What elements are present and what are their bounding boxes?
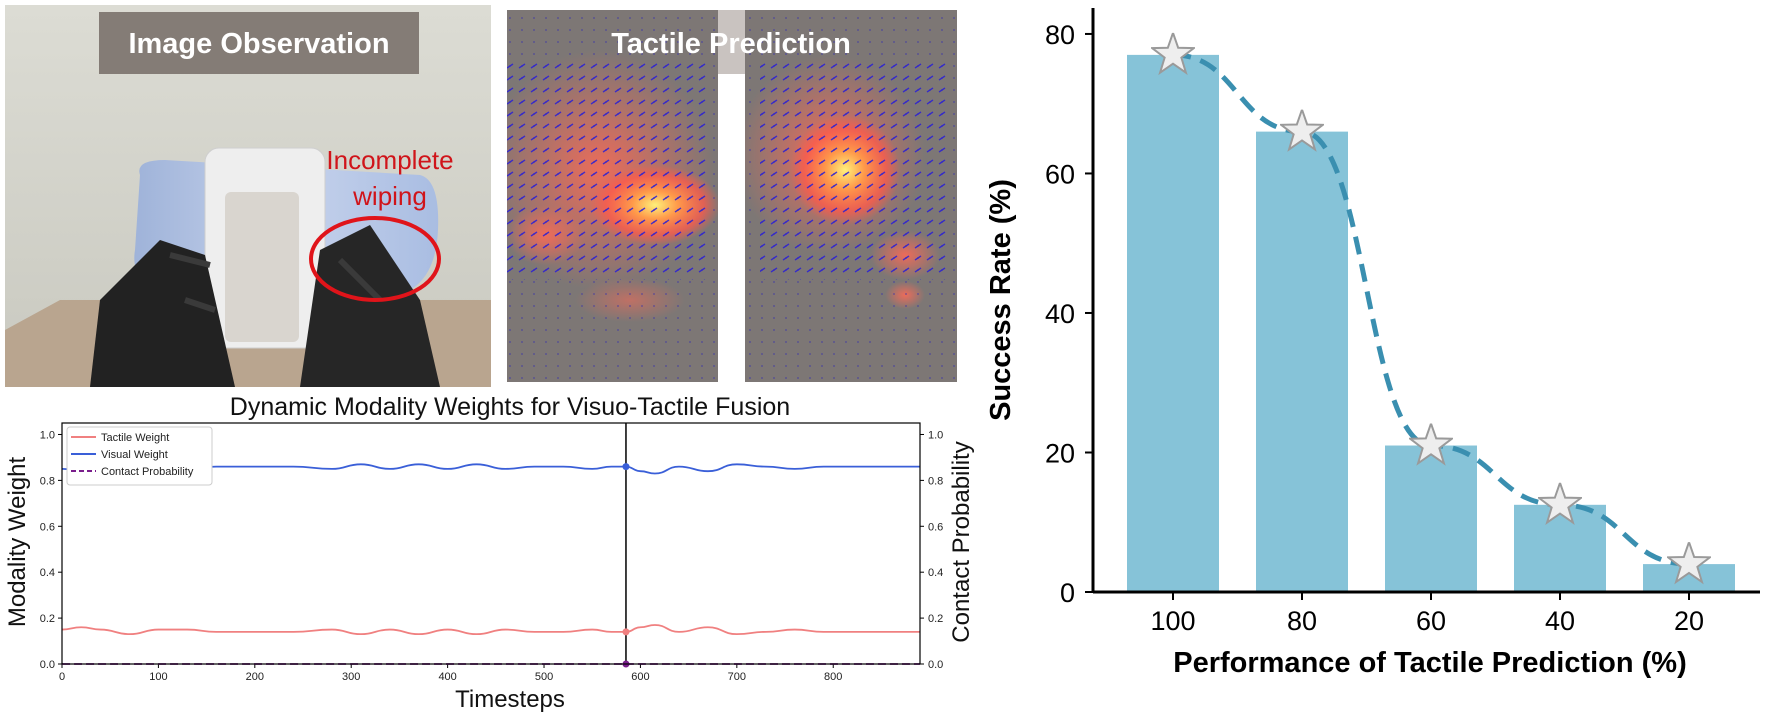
chart1-y2tick-label: 0.2 [928, 613, 943, 625]
legend-label-contact: Contact Probability [101, 466, 194, 478]
chart2-xtick-label: 40 [1545, 606, 1575, 636]
bar-100 [1127, 54, 1219, 592]
chart1-y2label: Contact Probability [948, 441, 975, 642]
success-rate-chart: 0 20 40 60 80 100 80 60 40 20 Success Rate (%) Pe… [985, 8, 1760, 679]
chart1-xtick-label: 800 [824, 671, 842, 683]
chart1-xtick-label: 300 [342, 671, 360, 683]
modality-weights-chart: Dynamic Modality Weights for Visuo-Tacti… [4, 393, 975, 713]
chart1-ytick-label: 0.0 [40, 659, 55, 671]
chart2-xlabel: Performance of Tactile Prediction (%) [1173, 647, 1687, 679]
marker-point [622, 628, 630, 636]
chart1-y2tick-label: 0.4 [928, 567, 943, 579]
chart2-ytick-label: 40 [1045, 299, 1075, 329]
chart1-ytick-label: 0.2 [40, 613, 55, 625]
chart2-bars [1127, 54, 1735, 593]
chart1-xtick-label: 100 [149, 671, 167, 683]
chart1-ylabel: Modality Weight [4, 457, 31, 628]
chart2-xtick-label: 80 [1287, 606, 1317, 636]
sponge-slot [225, 192, 299, 342]
chart1-xtick-label: 400 [438, 671, 456, 683]
tactile-map-right [745, 10, 957, 382]
chart2-ytick-label: 0 [1060, 578, 1075, 608]
chart1-ytick-label: 0.4 [40, 567, 55, 579]
legend-label-visual: Visual Weight [101, 449, 168, 461]
chart2-ytick-label: 20 [1045, 438, 1075, 468]
trend-line [1172, 52, 1690, 567]
chart2-xtick-label: 100 [1150, 606, 1195, 636]
chart1-xtick-label: 200 [246, 671, 264, 683]
chart1-title: Dynamic Modality Weights for Visuo-Tacti… [230, 393, 790, 421]
bar-60 [1385, 445, 1477, 592]
gripper-detail [169, 252, 383, 313]
chart2-trend [1151, 32, 1711, 583]
chart2-xtick-label: 60 [1416, 606, 1446, 636]
chart1-frame [61, 422, 921, 665]
series-line-tactile-weight [61, 624, 920, 636]
image-observation-panel: Incomplete wiping Image Observation [5, 5, 491, 387]
chart1-y2tick-label: 0.0 [928, 659, 943, 671]
tactile-prediction-panel: Tactile Prediction [507, 10, 957, 382]
chart2-ytick-label: 60 [1045, 159, 1075, 189]
tactile-prediction-title: Tactile Prediction [611, 28, 851, 60]
chart1-xtick-label: 700 [728, 671, 746, 683]
image-observation-title: Image Observation [128, 28, 389, 60]
chart1-xlabel: Timesteps [455, 686, 565, 713]
chart2-ylabel: Success Rate (%) [985, 179, 1017, 421]
wiping-region-circle [309, 216, 441, 302]
chart1-xtick-label: 0 [59, 671, 65, 683]
chart1-ytick-label: 0.8 [40, 475, 55, 487]
chart2-xtick-label: 20 [1674, 606, 1704, 636]
chart1-ytick-label: 0.6 [40, 521, 55, 533]
chart1-xtick-label: 600 [631, 671, 649, 683]
chart1-legend: Tactile Weight Visual Weight Contact Pro… [66, 426, 213, 486]
gripper-left [90, 240, 235, 387]
gripper-right [300, 225, 440, 387]
title-plate-gap [718, 10, 745, 74]
incomplete-label: Incomplete [326, 145, 453, 175]
flow-arrows-right [760, 60, 950, 280]
marker-point [622, 463, 630, 471]
chart1-y2tick-label: 1.0 [928, 429, 943, 441]
chart1-ticks: 0 100 200 300 400 500 600 700 800 0.0 0.2 0.4 0.6 0.8… [40, 429, 944, 683]
flow-arrows-left [507, 60, 707, 280]
bar-80 [1256, 131, 1348, 593]
chart1-xtick-label: 500 [535, 671, 553, 683]
chart1-y2tick-label: 0.6 [928, 521, 943, 533]
title-plate [99, 12, 419, 74]
chart2-ytick-label: 80 [1045, 20, 1075, 50]
legend-box [66, 426, 213, 486]
chart1-ytick-label: 1.0 [40, 429, 55, 441]
chart1-y2tick-label: 0.8 [928, 475, 943, 487]
legend-label-tactile: Tactile Weight [101, 432, 169, 444]
tactile-map-left [507, 10, 718, 382]
wiping-label: wiping [352, 181, 427, 211]
bar-40 [1514, 504, 1606, 592]
